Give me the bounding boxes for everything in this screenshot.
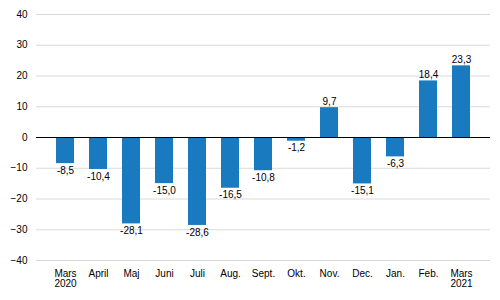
svg-text:Aug.: Aug. bbox=[220, 268, 241, 279]
svg-text:-28,6: -28,6 bbox=[186, 227, 209, 238]
svg-text:-28,1: -28,1 bbox=[120, 225, 143, 236]
svg-text:40: 40 bbox=[16, 9, 28, 20]
svg-text:Jan.: Jan. bbox=[386, 268, 405, 279]
svg-text:−30: −30 bbox=[11, 224, 28, 235]
svg-text:April: April bbox=[88, 268, 108, 279]
svg-text:-8,5: -8,5 bbox=[57, 165, 75, 176]
svg-text:Okt.: Okt. bbox=[287, 268, 305, 279]
svg-text:Juli: Juli bbox=[190, 268, 205, 279]
svg-text:-1,2: -1,2 bbox=[288, 142, 306, 153]
svg-text:-10,4: -10,4 bbox=[87, 171, 110, 182]
svg-text:Mars2021: Mars2021 bbox=[450, 268, 473, 289]
svg-text:Dec.: Dec. bbox=[352, 268, 373, 279]
svg-text:18,4: 18,4 bbox=[419, 69, 439, 80]
svg-text:Maj: Maj bbox=[123, 268, 139, 279]
svg-text:23,3: 23,3 bbox=[452, 54, 472, 65]
svg-text:Feb.: Feb. bbox=[418, 268, 438, 279]
svg-text:−10: −10 bbox=[11, 162, 28, 173]
svg-text:0: 0 bbox=[22, 132, 28, 143]
svg-text:−20: −20 bbox=[11, 193, 28, 204]
svg-text:9,7: 9,7 bbox=[323, 96, 337, 107]
svg-text:-15,0: -15,0 bbox=[153, 185, 176, 196]
svg-text:−40: −40 bbox=[11, 255, 28, 266]
svg-text:-10,8: -10,8 bbox=[252, 172, 275, 183]
svg-text:Sept.: Sept. bbox=[252, 268, 275, 279]
svg-text:-6,3: -6,3 bbox=[387, 158, 405, 169]
svg-text:-15,1: -15,1 bbox=[351, 185, 374, 196]
svg-text:Juni: Juni bbox=[155, 268, 173, 279]
svg-text:20: 20 bbox=[16, 70, 28, 81]
svg-text:30: 30 bbox=[16, 39, 28, 50]
svg-text:Mars2020: Mars2020 bbox=[54, 268, 77, 289]
svg-text:Nov.: Nov. bbox=[320, 268, 340, 279]
svg-text:-16,5: -16,5 bbox=[219, 189, 242, 200]
svg-text:10: 10 bbox=[16, 101, 28, 112]
